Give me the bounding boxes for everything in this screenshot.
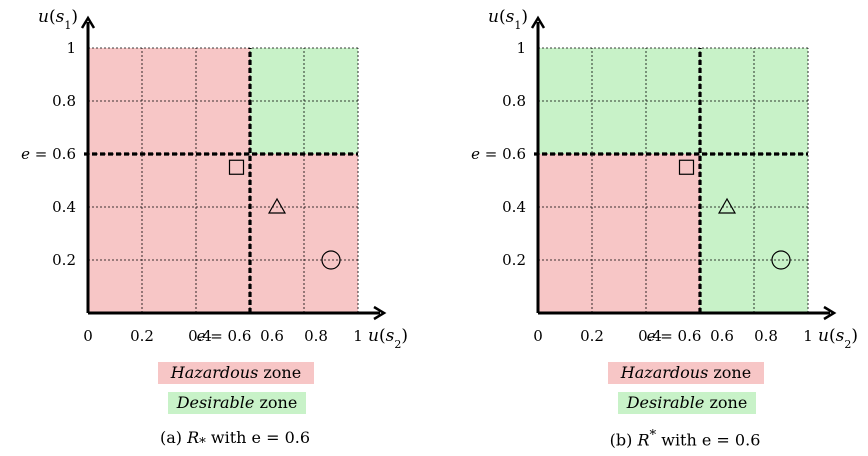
legend-zone-word: zone xyxy=(704,393,748,412)
legend-zone-word: zone xyxy=(258,363,302,382)
hazardous-zone xyxy=(538,154,700,313)
x-axis-arrow xyxy=(373,305,387,321)
y-tick-label: 1 xyxy=(516,39,526,57)
caption-sub: * xyxy=(199,436,206,452)
x-tick-label: 0 xyxy=(533,327,543,345)
triangle-marker xyxy=(267,197,287,214)
y-axis-label: u(s1) xyxy=(488,7,528,32)
caption-prefix: (b) xyxy=(609,430,638,450)
y-tick-label: e = 0.6 xyxy=(471,145,526,163)
y-tick-label: e = 0.6 xyxy=(21,145,76,163)
x-axis-label: u(s2) xyxy=(368,326,408,351)
y-tick-label: 0.8 xyxy=(502,92,526,110)
legend-zone-word: zone xyxy=(254,393,298,412)
x-tick-label: 0.8 xyxy=(754,327,778,345)
caption-prefix: (a) xyxy=(159,428,188,447)
legend-desirable-word: Desirable xyxy=(626,393,705,412)
x-tick-label: 1 xyxy=(803,327,813,345)
y-tick-label: 0.4 xyxy=(52,198,76,216)
legend-zone-word: zone xyxy=(708,363,752,382)
y-axis-arrow xyxy=(530,15,546,29)
legend-hazardous-word: Hazardous xyxy=(170,363,259,382)
x-tick-label: 0.2 xyxy=(580,327,604,345)
x-tick-label: e = 0.6 xyxy=(647,327,702,345)
triangle-marker xyxy=(717,197,737,214)
caption-symbol: R xyxy=(637,430,650,450)
y-tick-label: 1 xyxy=(66,39,76,57)
x-tick-label: 0.2 xyxy=(130,327,154,345)
panel-a xyxy=(80,15,387,321)
y-tick-label: 0.2 xyxy=(52,251,76,269)
y-tick-label: 0.2 xyxy=(502,251,526,269)
caption-sup: * xyxy=(649,428,657,443)
caption-symbol: R xyxy=(187,428,200,447)
circle-marker xyxy=(321,250,341,270)
square-marker xyxy=(228,159,245,175)
legend-hazardous-a: Hazardous zone xyxy=(158,362,314,384)
square-marker xyxy=(678,159,695,175)
caption-a: (a) R* with e = 0.6 xyxy=(120,428,350,451)
legend-hazardous-b: Hazardous zone xyxy=(608,362,764,384)
x-tick-label: 0.4 xyxy=(188,327,212,345)
caption-suffix: with e = 0.6 xyxy=(205,428,311,447)
x-tick-label: e = 0.6 xyxy=(197,327,252,345)
caption-b: (b) R* with e = 0.6 xyxy=(570,428,800,449)
x-axis-label: u(s2) xyxy=(818,326,858,351)
caption-suffix: with e = 0.6 xyxy=(656,430,761,450)
x-tick-label: 0.6 xyxy=(710,327,734,345)
panel-b xyxy=(530,15,837,321)
y-tick-label: 0.8 xyxy=(52,92,76,110)
legend-desirable-a: Desirable zone xyxy=(168,392,306,414)
y-tick-label: 0.4 xyxy=(502,198,526,216)
legend-hazardous-word: Hazardous xyxy=(620,363,709,382)
x-tick-label: 1 xyxy=(353,327,363,345)
circle-marker xyxy=(771,250,791,270)
legend-desirable-word: Desirable xyxy=(176,393,255,412)
x-tick-label: 0 xyxy=(83,327,93,345)
x-axis-arrow xyxy=(823,305,837,321)
x-tick-label: 0.6 xyxy=(260,327,284,345)
y-axis-arrow xyxy=(80,15,96,29)
legend-desirable-b: Desirable zone xyxy=(618,392,756,414)
x-tick-label: 0.8 xyxy=(304,327,328,345)
y-axis-label: u(s1) xyxy=(38,7,78,32)
x-tick-label: 0.4 xyxy=(638,327,662,345)
